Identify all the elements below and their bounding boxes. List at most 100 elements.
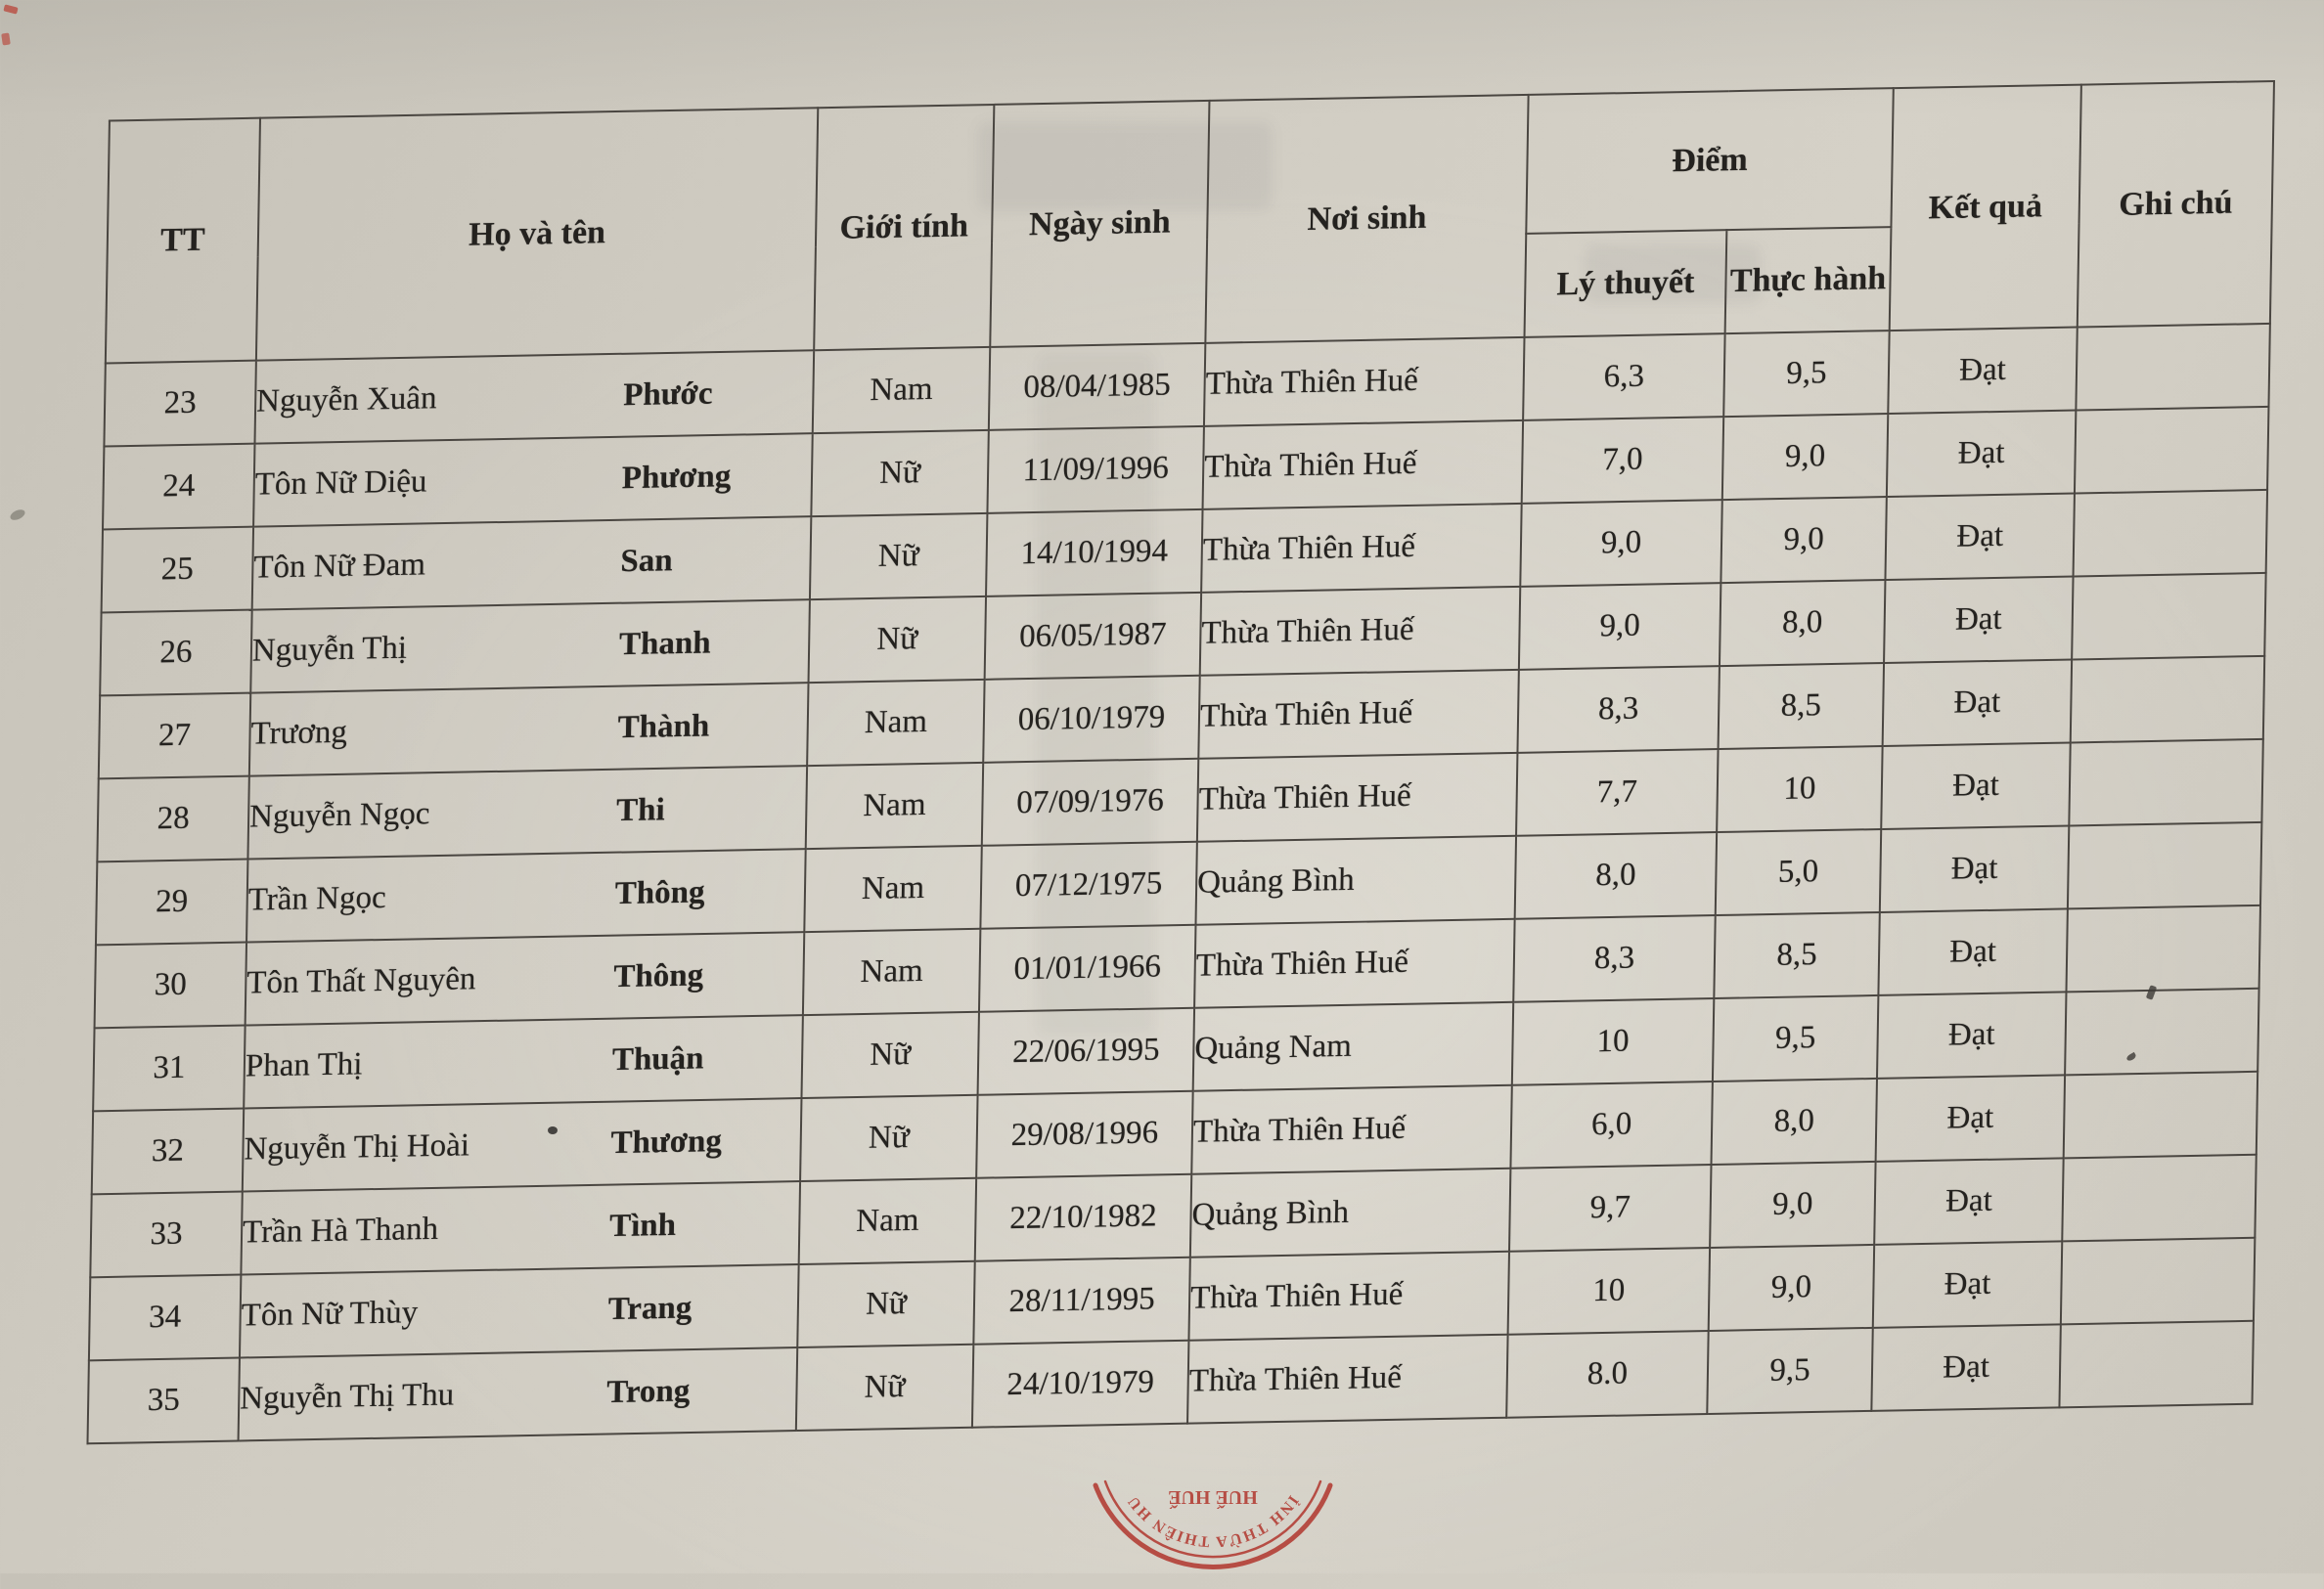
cell-practice-score: 9,0 bbox=[1721, 497, 1887, 584]
cell-result: Đạt bbox=[1881, 742, 2071, 829]
cell-theory-score: 9,0 bbox=[1520, 500, 1722, 587]
cell-dob: 22/06/1995 bbox=[977, 1007, 1195, 1095]
cell-result: Đạt bbox=[1882, 659, 2073, 746]
cell-practice-score: 8,5 bbox=[1718, 663, 1885, 750]
cell-dob: 01/01/1966 bbox=[978, 924, 1196, 1012]
cell-dob: 07/09/1976 bbox=[981, 758, 1199, 846]
family-middle-name: Trần Hà Thanh bbox=[242, 1211, 439, 1251]
cell-tt: 32 bbox=[91, 1108, 245, 1195]
table-header: TT Họ và tên Giới tính Ngày sinh Nơi sin… bbox=[105, 80, 2274, 364]
family-middle-name: Nguyễn Thị Thu bbox=[239, 1377, 455, 1417]
cell-gender: Nam bbox=[805, 762, 984, 850]
family-middle-name: Nguyễn Thị Hoài bbox=[244, 1127, 470, 1168]
cell-dob: 29/08/1996 bbox=[976, 1090, 1193, 1178]
ink-speck bbox=[548, 1126, 558, 1134]
cell-full-name: Phan Thị Thuận bbox=[244, 1015, 803, 1109]
ink-speck bbox=[8, 508, 27, 522]
cell-note bbox=[2063, 1071, 2258, 1159]
cell-theory-score: 7,0 bbox=[1521, 417, 1724, 504]
header-theory: Lý thuyết bbox=[1524, 230, 1727, 337]
header-result: Kết quả bbox=[1889, 84, 2081, 331]
header-gender: Giới tính bbox=[814, 104, 995, 351]
stamp-outer-arc bbox=[1093, 1482, 1333, 1569]
cell-tt: 30 bbox=[94, 942, 247, 1029]
cell-gender: Nam bbox=[804, 845, 982, 933]
cell-gender: Nữ bbox=[801, 1011, 979, 1099]
cell-gender: Nam bbox=[812, 346, 991, 434]
cell-full-name: Tôn Thất Nguyên Thông bbox=[245, 932, 805, 1026]
cell-dob: 08/04/1985 bbox=[988, 342, 1206, 430]
family-middle-name: Nguyễn Thị bbox=[251, 630, 408, 669]
header-notes: Ghi chú bbox=[2077, 80, 2274, 328]
cell-result: Đạt bbox=[1872, 1241, 2063, 1328]
given-name: Trang bbox=[607, 1290, 693, 1327]
cell-result: Đạt bbox=[1878, 908, 2068, 995]
family-middle-name: Phan Thị bbox=[245, 1046, 363, 1084]
cell-gender: Nam bbox=[798, 1177, 977, 1265]
bleed-through-ghost bbox=[1585, 244, 1761, 303]
header-tt: TT bbox=[105, 117, 261, 364]
cell-pob: Thừa Thiên Huế bbox=[1203, 336, 1525, 426]
given-name: Phương bbox=[621, 458, 732, 496]
cell-practice-score: 5,0 bbox=[1715, 828, 1882, 916]
header-name: Họ và tên bbox=[255, 108, 819, 361]
given-name: Thông bbox=[614, 873, 705, 911]
cell-gender: Nữ bbox=[811, 429, 989, 517]
cell-theory-score: 10 bbox=[1507, 1247, 1711, 1335]
given-name: Trong bbox=[606, 1373, 691, 1410]
bleed-through-ghost bbox=[978, 122, 1272, 210]
family-middle-name: Nguyễn Xuân bbox=[255, 380, 437, 419]
cell-practice-score: 9,5 bbox=[1712, 994, 1879, 1082]
cell-result: Đạt bbox=[1879, 825, 2070, 912]
official-red-stamp: TỈNH THỪA THIÊN HUẾ HUẾ HUẾ bbox=[1093, 1479, 1360, 1589]
cell-theory-score: 7,7 bbox=[1516, 749, 1719, 836]
cell-note bbox=[2059, 1320, 2254, 1408]
cell-practice-score: 10 bbox=[1717, 745, 1883, 833]
cell-tt: 31 bbox=[93, 1025, 246, 1112]
cell-note bbox=[2074, 406, 2269, 494]
cell-full-name: Trần Hà Thanh Tình bbox=[241, 1181, 801, 1275]
cell-theory-score: 9,7 bbox=[1508, 1165, 1712, 1252]
family-middle-name: Tôn Nữ Diệu bbox=[254, 463, 427, 503]
cell-pob: Quảng Nam bbox=[1192, 1001, 1514, 1091]
cell-dob: 07/12/1975 bbox=[980, 841, 1197, 929]
cell-pob: Thừa Thiên Huế bbox=[1191, 1084, 1512, 1174]
header-dob: Ngày sinh bbox=[990, 100, 1210, 347]
cell-gender: Nữ bbox=[795, 1344, 974, 1432]
cell-gender: Nam bbox=[807, 679, 985, 767]
cell-theory-score: 8,3 bbox=[1513, 915, 1716, 1002]
cell-gender: Nữ bbox=[808, 596, 987, 684]
family-middle-name: Nguyễn Ngọc bbox=[248, 796, 430, 835]
cell-result: Đạt bbox=[1886, 410, 2077, 498]
cell-note bbox=[2073, 489, 2268, 577]
cell-note bbox=[2062, 1154, 2257, 1242]
cell-tt: 27 bbox=[98, 692, 251, 779]
given-name: Thông bbox=[613, 956, 704, 994]
cell-theory-score: 6,0 bbox=[1510, 1081, 1713, 1169]
cell-tt: 33 bbox=[90, 1191, 243, 1278]
cell-practice-score: 9,5 bbox=[1707, 1327, 1873, 1414]
cell-practice-score: 8,0 bbox=[1711, 1078, 1878, 1166]
family-middle-name: Trần Ngọc bbox=[247, 879, 386, 918]
cell-full-name: Tôn Nữ Thùy Trang bbox=[239, 1264, 799, 1358]
cell-dob: 06/05/1987 bbox=[984, 592, 1202, 680]
cell-practice-score: 8,5 bbox=[1714, 911, 1880, 999]
cell-theory-score: 8.0 bbox=[1506, 1330, 1709, 1418]
cell-tt: 29 bbox=[95, 859, 248, 946]
cell-tt: 34 bbox=[88, 1274, 242, 1361]
cell-practice-score: 9,0 bbox=[1721, 414, 1889, 501]
cell-pob: Thừa Thiên Huế bbox=[1201, 503, 1522, 593]
cell-tt: 23 bbox=[104, 360, 256, 447]
cell-full-name: Nguyễn Ngọc Thi bbox=[247, 766, 808, 860]
cell-full-name: Tôn Nữ Đam San bbox=[251, 516, 812, 610]
ink-speck bbox=[1, 32, 11, 46]
cell-gender: Nữ bbox=[797, 1260, 975, 1348]
cell-pob: Thừa Thiên Huế bbox=[1202, 419, 1524, 509]
family-middle-name: Tôn Thất Nguyên bbox=[246, 961, 476, 1001]
given-name: San bbox=[620, 542, 673, 579]
header-pob: Nơi sinh bbox=[1205, 94, 1529, 343]
cell-result: Đạt bbox=[1871, 1324, 2061, 1411]
cell-pob: Quảng Bình bbox=[1189, 1168, 1511, 1258]
cell-gender: Nữ bbox=[800, 1094, 978, 1182]
cell-result: Đạt bbox=[1877, 992, 2067, 1079]
